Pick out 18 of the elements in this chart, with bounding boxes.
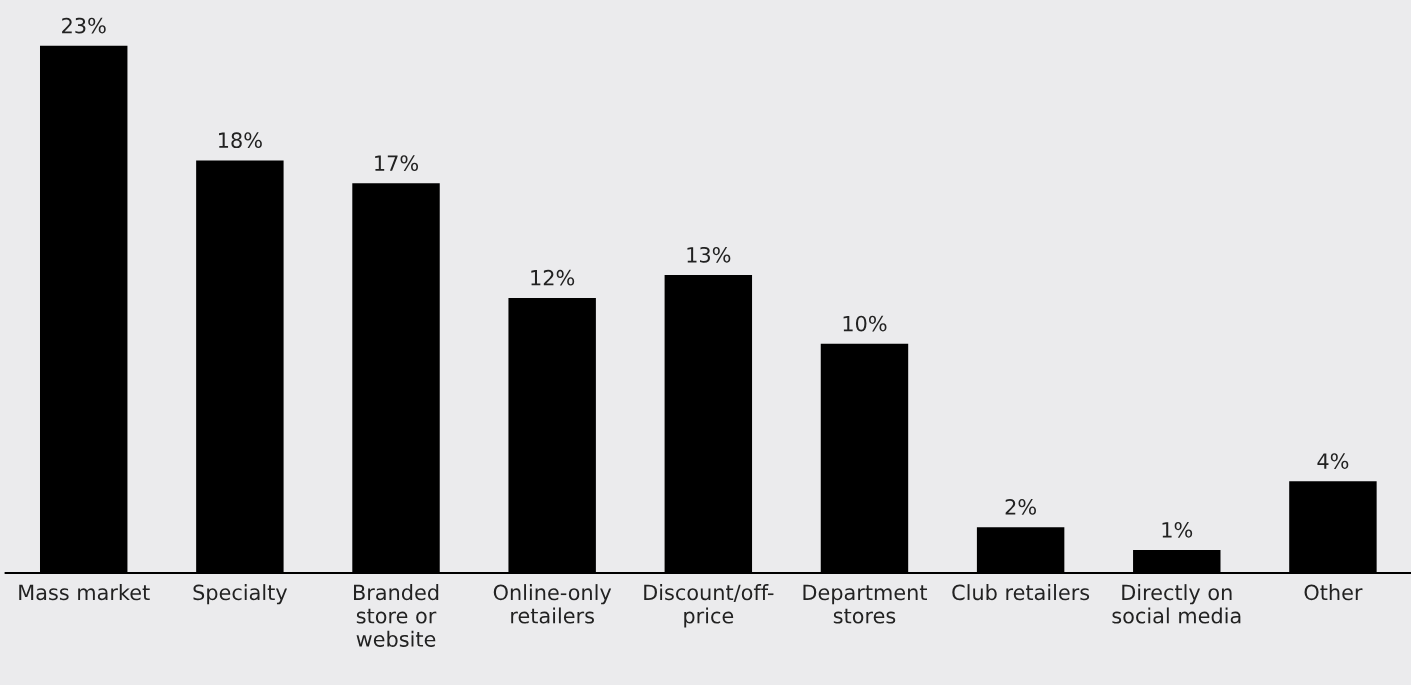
data-label: 4% <box>1317 453 1349 469</box>
data-label: 17% <box>375 155 419 171</box>
x-tick-label: Mass market <box>19 584 150 601</box>
data-label: 10% <box>843 315 887 332</box>
data-label: 12% <box>531 269 575 286</box>
data-label: 2% <box>1005 499 1036 515</box>
x-tick-label: Other <box>1304 584 1363 601</box>
data-label: 23% <box>62 17 106 34</box>
x-tick-label: Directly on social media <box>1112 584 1241 624</box>
x-tick-label: Branded store or website <box>354 584 439 647</box>
data-label: 13% <box>687 246 731 263</box>
x-tick-label: Online-only retailers <box>493 584 612 624</box>
x-tick-label: Club retailers <box>952 584 1090 601</box>
data-label: 18% <box>219 132 262 149</box>
x-tick-label: Discount/off- price <box>644 584 774 628</box>
x-tick-label: Specialty <box>193 584 288 605</box>
x-tick-label: Department stores <box>803 584 928 624</box>
data-label: 1% <box>1162 521 1193 538</box>
